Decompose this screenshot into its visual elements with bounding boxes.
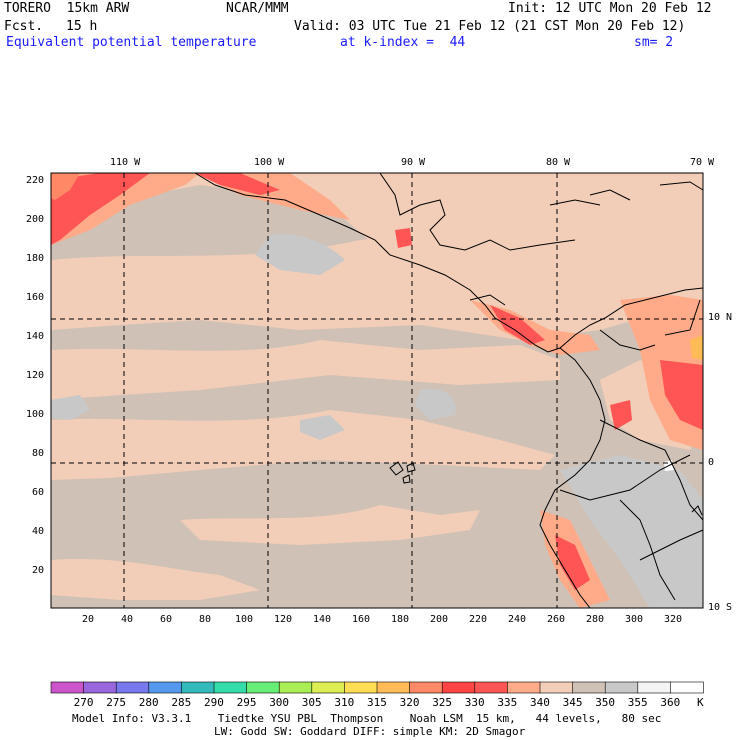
colorbar-swatch — [115, 681, 150, 694]
colorbar-swatch — [539, 681, 574, 694]
colorbar-swatch — [278, 681, 313, 694]
grid-x-label: 300 — [625, 614, 644, 625]
grid-x-label: 100 — [235, 614, 254, 625]
colorbar-value-label: 270 — [73, 696, 94, 709]
grid-y-label: 140 — [26, 331, 45, 342]
lon-label: 90 W — [401, 157, 426, 168]
colorbar-swatch — [181, 681, 215, 694]
colorbar-value-label: 330 — [464, 696, 485, 709]
header-org: NCAR/MMM — [226, 1, 289, 16]
colorbar-value-label: 355 — [627, 696, 648, 709]
colorbar-value-label: 280 — [138, 696, 159, 709]
map-frame — [50, 172, 704, 609]
colorbar-swatch — [604, 681, 639, 694]
colorbar-swatch — [213, 681, 248, 694]
colorbar-swatch — [50, 681, 85, 694]
colorbar-value-label: 310 — [334, 696, 355, 709]
footer-model-info: Model Info: V3.3.1 Tiedtke YSU PBL Thomp… — [72, 712, 662, 725]
header-field: Equivalent potential temperature — [6, 35, 257, 50]
grid-x-label: 240 — [508, 614, 527, 625]
grid-x-label: 160 — [352, 614, 371, 625]
colorbar-value-label: 305 — [301, 696, 322, 709]
grid-y-label: 180 — [26, 253, 45, 264]
grid-y-label: 60 — [32, 487, 45, 498]
lon-label: 100 W — [254, 157, 285, 168]
grid-x-label: 40 — [121, 614, 134, 625]
lat-label: 10 S — [708, 602, 733, 613]
grid-y-label: 40 — [32, 526, 45, 537]
header-init: Init: 12 UTC Mon 20 Feb 12 — [508, 1, 712, 16]
header-model: TORERO 15km ARW — [4, 1, 130, 16]
lat-lon-grid — [51, 173, 703, 608]
footer-physics-info: LW: Godd SW: Goddard DIFF: simple KM: 2D… — [214, 725, 526, 738]
header-valid: Valid: 03 UTC Tue 21 Feb 12 (21 CST Mon … — [294, 19, 686, 34]
colorbar-value-label: 345 — [562, 696, 583, 709]
colorbar-swatch — [311, 681, 346, 694]
coastlines — [194, 172, 704, 609]
grid-x-label: 260 — [547, 614, 566, 625]
colorbar-swatch — [507, 681, 541, 694]
grid-y-label: 100 — [26, 409, 45, 420]
grid-y-label: 160 — [26, 292, 45, 303]
colorbar-value-label: 285 — [171, 696, 192, 709]
grid-x-label: 200 — [430, 614, 449, 625]
grid-x-label: 60 — [160, 614, 173, 625]
colorbar-swatch — [637, 681, 672, 694]
colorbar-value-label: 300 — [269, 696, 290, 709]
colorbar-value-label: 320 — [399, 696, 420, 709]
colorbar-value-label: 325 — [432, 696, 453, 709]
header-fcst-label: Fcst. — [4, 19, 44, 34]
colorbar-value-label: 295 — [236, 696, 257, 709]
colorbar-value-label: 360 — [660, 696, 681, 709]
grid-y-label: 220 — [26, 175, 45, 186]
colorbar-swatch — [376, 681, 411, 694]
header-level: at k-index = 44 — [340, 35, 466, 50]
colorbar-value-label: 315 — [367, 696, 387, 709]
grid-x-label: 20 — [82, 614, 95, 625]
colorbar-swatch — [148, 681, 183, 694]
grid-x-label: 120 — [274, 614, 293, 625]
grid-x-label: 80 — [199, 614, 212, 625]
header-smooth: sm= 2 — [634, 35, 674, 50]
lat-label: 0 — [708, 457, 715, 468]
colorbar-value-label: 340 — [530, 696, 550, 709]
grid-y-label: 20 — [32, 565, 45, 576]
colorbar-swatch — [441, 681, 476, 694]
colorbar-swatch — [83, 681, 117, 694]
grid-x-label: 140 — [313, 614, 332, 625]
grid-y-label: 80 — [32, 448, 45, 459]
colorbar-swatch — [670, 681, 704, 694]
colorbar-swatch — [409, 681, 444, 694]
lon-label: 110 W — [110, 157, 141, 168]
colorbar-swatch — [474, 681, 509, 694]
grid-x-label: 220 — [469, 614, 488, 625]
header-fcst-value: 15 h — [66, 19, 98, 34]
lon-label: 70 W — [690, 157, 715, 168]
colorbar-value-label: 275 — [106, 696, 127, 709]
lon-label: 80 W — [546, 157, 571, 168]
colorbar-swatch — [246, 681, 281, 694]
grid-y-label: 200 — [26, 214, 45, 225]
colorbar-swatch — [344, 681, 378, 694]
grid-x-label: 320 — [664, 614, 683, 625]
lat-label: 10 N — [708, 312, 733, 323]
colorbar-value-label: 290 — [204, 696, 224, 709]
grid-x-label: 180 — [391, 614, 410, 625]
colorbar-unit-label: K — [697, 696, 704, 709]
colorbar-swatch — [572, 681, 606, 694]
colorbar-value-label: 335 — [497, 696, 518, 709]
colorbar-value-label: 350 — [595, 696, 616, 709]
colorbar — [50, 681, 704, 694]
grid-x-label: 280 — [586, 614, 605, 625]
grid-y-label: 120 — [26, 370, 45, 381]
theta-e-field — [51, 173, 703, 608]
